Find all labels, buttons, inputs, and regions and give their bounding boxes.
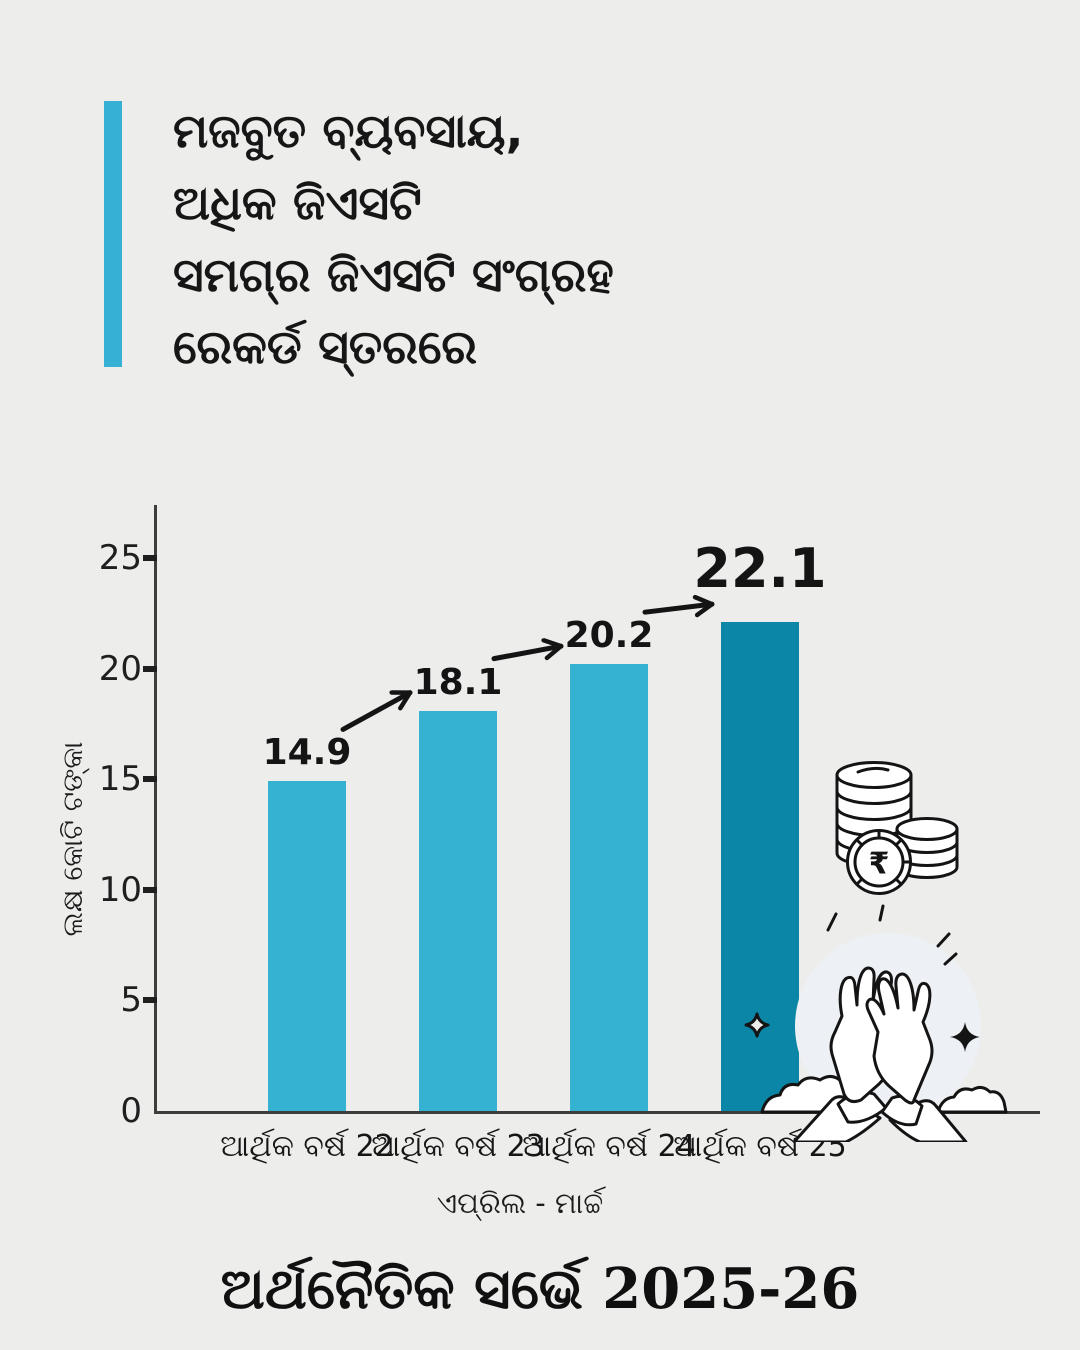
rupee-symbol: ₹ (869, 847, 890, 882)
page-title: ମଜବୁତ ବ୍ୟବସାୟ, ଅଧିକ ଜିଏସଟି ସମଗ୍ର ଜିଏସଟି … (173, 96, 933, 384)
y-tick-label: 0 (120, 1091, 142, 1131)
y-tick-mark (143, 555, 157, 561)
bar-value-label: 14.9 (262, 732, 352, 774)
bar-value-label: 22.1 (693, 537, 827, 601)
x-category-label: ଆର୍ଥିକ ବର୍ଷ 23 (371, 1129, 545, 1164)
title-line-2: ଅଧିକ ଜିଏସଟି (173, 176, 422, 231)
high-five-hands-icon (744, 904, 1008, 1142)
short-coin-stack (895, 817, 959, 879)
y-axis-line (154, 505, 157, 1114)
x-category-label: ଆର୍ଥିକ ବର୍ଷ 22 (220, 1129, 394, 1164)
y-tick-label: 15 (98, 759, 142, 800)
y-axis-title: ଲକ୍ଷ କୋଟି ଟଙ୍କା (56, 741, 89, 937)
y-tick-label: 20 (98, 648, 142, 689)
sparkle-star-right (950, 1022, 980, 1052)
x-axis-title: ଏପ୍ରିଲ - ମାର୍ଚ୍ଚ (436, 1186, 604, 1220)
y-tick-label: 10 (98, 869, 142, 910)
rupee-coin: ₹ (846, 829, 912, 895)
y-tick-mark (143, 776, 157, 783)
y-tick-label: 5 (120, 980, 142, 1021)
footer-title: ଅର୍ଥନୈତିକ ସର୍ଭେ 2025-26 (220, 1256, 860, 1322)
bar-3 (570, 664, 648, 1111)
title-line-1: ମଜବୁତ ବ୍ୟବସାୟ, (173, 104, 524, 159)
cloud-right (936, 1085, 1008, 1114)
bar-value-label: 18.1 (413, 661, 503, 703)
x-axis-line (154, 1111, 1040, 1114)
title-line-4: ରେକର୍ଡ ସ୍ତରରେ (173, 320, 478, 375)
sparkle-star-left (744, 1012, 770, 1038)
sparkle-dashes (826, 904, 958, 966)
y-tick-mark (143, 665, 157, 672)
bar-value-label: 20.2 (564, 615, 654, 657)
hand-right (865, 972, 934, 1105)
bar-1 (268, 781, 346, 1111)
y-tick-label: 25 (98, 538, 142, 578)
title-line-3: ସମଗ୍ର ଜିଏସଟି ସଂଗ୍ରହ (173, 248, 614, 303)
x-category-label: ଆର୍ଥିକ ବର୍ଷ 24 (522, 1129, 696, 1164)
bar-2 (419, 710, 497, 1111)
coin-stack-icon: ₹ (835, 761, 959, 895)
y-tick-mark (143, 886, 157, 893)
cloud-left (760, 1075, 850, 1114)
accent-bar (104, 101, 122, 367)
y-tick-mark (143, 997, 157, 1004)
